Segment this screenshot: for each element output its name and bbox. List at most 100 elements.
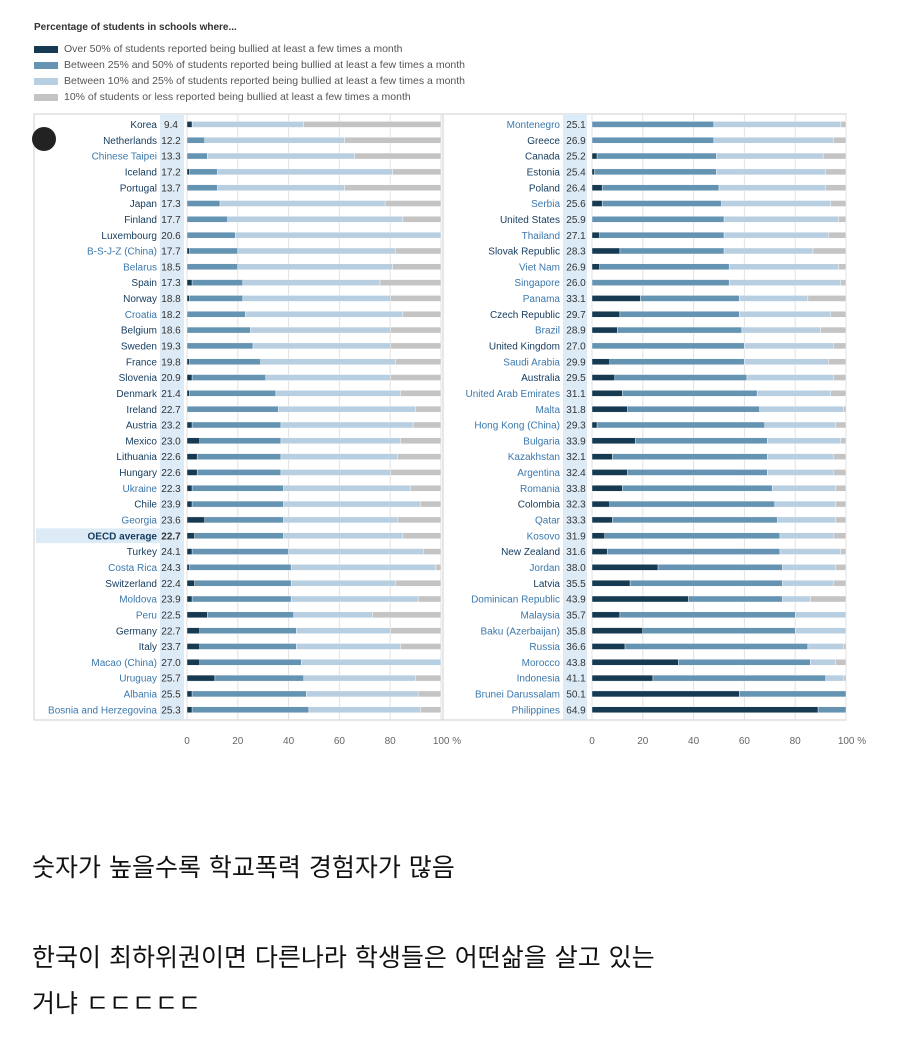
country-label-philippines: Philippines	[512, 705, 560, 716]
bar-ukraine-under-10	[410, 485, 442, 492]
bar-united-kingdom-between-25-50	[591, 342, 745, 350]
value-label-canada: 25.2	[566, 152, 586, 163]
bar-belgium-between-10-25	[250, 326, 391, 334]
bar-peru-over-50	[186, 611, 208, 619]
value-label-latvia: 35.5	[566, 579, 586, 590]
country-label-lithuania: Lithuania	[116, 452, 157, 463]
bar-iceland-under-10	[392, 168, 442, 176]
bar-jordan-between-25-50	[657, 564, 783, 571]
value-label-georgia: 23.6	[161, 516, 181, 527]
country-label-denmark: Denmark	[116, 389, 158, 400]
bar-france-under-10	[395, 358, 442, 365]
country-label-jordan: Jordan	[529, 563, 560, 574]
country-label-saudi-arabia: Saudi Arabia	[503, 357, 560, 368]
value-label-portugal: 13.7	[161, 183, 181, 194]
bar-australia-between-10-25	[746, 374, 834, 381]
value-label-switzerland: 22.4	[161, 579, 181, 590]
bar-dominican-republic-over-50	[591, 595, 689, 603]
country-label-spain: Spain	[131, 278, 157, 289]
bar-hungary-under-10	[390, 469, 442, 476]
country-label-uruguay: Uruguay	[119, 674, 157, 685]
bar-argentina-under-10	[833, 469, 847, 476]
country-label-argentina: Argentina	[517, 468, 560, 479]
x-tick-80: 80	[790, 736, 802, 747]
country-label-morocco: Morocco	[522, 658, 561, 669]
bar-slovak-republic-between-25-50	[619, 247, 725, 255]
bar-denmark-between-25-50	[189, 390, 277, 397]
country-label-canada: Canada	[525, 152, 560, 163]
bar-peru-under-10	[372, 611, 442, 619]
country-label-kosovo: Kosovo	[527, 531, 561, 542]
value-label-indonesia: 41.1	[566, 674, 586, 685]
value-label-baku-azerbaijan: 35.8	[566, 626, 586, 637]
value-label-korea: 9.4	[164, 120, 178, 131]
bar-denmark-under-10	[400, 390, 442, 397]
value-label-austria: 23.2	[161, 421, 181, 432]
bar-albania-between-10-25	[306, 690, 419, 698]
bar-oecd-average-between-25-50	[194, 532, 284, 539]
bar-belarus-between-10-25	[237, 263, 393, 270]
bar-qatar-over-50	[591, 516, 613, 524]
country-label-ukraine: Ukraine	[123, 484, 158, 495]
value-label-luxembourg: 20.6	[161, 231, 181, 242]
value-label-japan: 17.3	[161, 199, 181, 210]
bar-slovenia-between-10-25	[265, 374, 391, 381]
bar-kazakhstan-under-10	[833, 453, 847, 460]
value-label-greece: 26.9	[566, 136, 586, 147]
bar-panama-between-25-50	[640, 295, 740, 302]
bar-kazakhstan-over-50	[591, 453, 613, 460]
bar-moldova-between-25-50	[191, 595, 292, 603]
bar-slovenia-between-25-50	[191, 374, 266, 381]
bar-france-between-25-50	[189, 358, 261, 365]
bar-brazil-over-50	[591, 326, 618, 334]
bar-macao-china-between-25-50	[199, 659, 302, 666]
bar-mexico-over-50	[186, 437, 200, 445]
bar-iceland-between-10-25	[217, 168, 393, 176]
bar-france-over-50	[186, 358, 190, 365]
bar-colombia-over-50	[591, 500, 610, 508]
country-label-turkey: Turkey	[127, 547, 157, 558]
country-label-united-states: United States	[500, 215, 560, 226]
bar-saudi-arabia-between-10-25	[744, 358, 829, 365]
legend-swatch-over50	[34, 45, 58, 53]
value-label-ukraine: 22.3	[161, 484, 181, 495]
country-label-costa-rica: Costa Rica	[108, 563, 157, 574]
value-label-montenegro: 25.1	[566, 120, 586, 131]
legend-item-over50: Over 50% of students reported being bull…	[34, 41, 465, 57]
bar-france-between-10-25	[260, 358, 396, 365]
bar-malta-over-50	[591, 405, 628, 413]
bar-austria-over-50	[186, 421, 193, 429]
bar-netherlands-under-10	[344, 137, 442, 144]
bar-macao-china-between-10-25	[301, 659, 442, 666]
bar-italy-between-10-25	[296, 643, 401, 650]
value-label-netherlands: 12.2	[161, 136, 181, 147]
value-label-singapore: 26.0	[566, 278, 586, 289]
bar-new-zealand-between-25-50	[607, 548, 781, 555]
bar-greece-between-10-25	[713, 137, 834, 144]
bar-slovenia-under-10	[390, 374, 442, 381]
bar-sweden-between-10-25	[252, 342, 391, 350]
legend-swatch-25-50	[34, 61, 58, 69]
bar-turkey-between-10-25	[288, 548, 424, 555]
bar-macao-china-over-50	[186, 659, 200, 666]
value-label-viet-nam: 26.9	[566, 262, 586, 273]
bar-argentina-over-50	[591, 469, 628, 476]
country-label-belgium: Belgium	[121, 326, 157, 337]
bar-germany-between-10-25	[296, 627, 391, 634]
bar-estonia-between-10-25	[716, 168, 826, 176]
bar-united-kingdom-under-10	[833, 342, 847, 350]
value-label-united-states: 25.9	[566, 215, 586, 226]
country-label-belarus: Belarus	[123, 262, 157, 273]
value-label-panama: 33.1	[566, 294, 586, 305]
value-label-moldova: 23.9	[161, 595, 181, 606]
bar-kosovo-between-10-25	[779, 532, 834, 539]
bar-uruguay-between-10-25	[303, 674, 416, 682]
bar-czech-republic-between-10-25	[739, 311, 831, 318]
value-label-slovak-republic: 28.3	[566, 247, 586, 258]
bar-hungary-over-50	[186, 469, 198, 476]
bar-saudi-arabia-over-50	[591, 358, 610, 365]
bar-turkey-under-10	[423, 548, 442, 555]
bar-brazil-between-25-50	[617, 326, 743, 334]
bar-slovak-republic-over-50	[591, 247, 621, 255]
bar-bulgaria-between-10-25	[767, 437, 842, 445]
